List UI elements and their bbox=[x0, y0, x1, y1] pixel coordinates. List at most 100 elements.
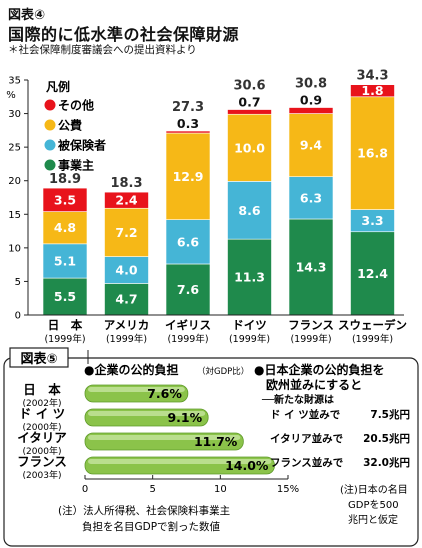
legend-label: 事業主 bbox=[58, 158, 94, 173]
legend-swatch bbox=[44, 119, 56, 131]
segment-value-label: 6.6 bbox=[177, 234, 199, 249]
bar-total-label: 18.3 bbox=[110, 176, 142, 191]
segment-value-label: 5.5 bbox=[54, 289, 76, 304]
category-label: アメリカ bbox=[104, 318, 149, 332]
bar-total-label: 30.8 bbox=[295, 77, 327, 92]
chart-title: 国際的に低水準の社会保障財源 bbox=[8, 25, 240, 44]
bar-segment bbox=[288, 176, 334, 220]
y-tick-label: 5 bbox=[15, 277, 21, 288]
hbar-value-label: 9.1% bbox=[167, 410, 202, 425]
bar-total-label: 30.6 bbox=[233, 79, 265, 94]
row-country-label: イタリア bbox=[17, 430, 67, 445]
segment-value-label: 12.9 bbox=[173, 169, 204, 184]
heading-left: ●企業の公的負担 bbox=[84, 362, 178, 377]
note-right-line2: GDPを500 bbox=[348, 499, 399, 511]
heading-right-line1: ●日本企業の公的負担を bbox=[254, 362, 384, 377]
row-country-label: 日 本 bbox=[23, 382, 61, 397]
category-label: スウェーデン bbox=[338, 318, 407, 332]
x-tick-label: 0 bbox=[82, 484, 88, 495]
segment-value-label: 7.2 bbox=[115, 225, 137, 240]
bar-segment bbox=[165, 263, 211, 316]
y-tick-label: 10 bbox=[8, 243, 21, 254]
x-tick-label: 10 bbox=[214, 484, 227, 495]
bar-segment bbox=[227, 109, 272, 115]
legend-title: 凡例 bbox=[46, 79, 70, 94]
bar-total-label: 27.3 bbox=[172, 100, 204, 115]
category-year-label: (1999年) bbox=[290, 333, 331, 345]
bar-total-label: 34.3 bbox=[356, 69, 388, 84]
note-right-line3: 兆円と仮定 bbox=[348, 513, 398, 526]
legend-swatch bbox=[44, 139, 56, 151]
bar-segment bbox=[165, 132, 211, 220]
heading-right-sub: ──新たな財源は bbox=[261, 393, 334, 406]
bar-segment bbox=[288, 107, 334, 114]
y-tick-label: 15 bbox=[8, 210, 21, 221]
y-tick-label: 20 bbox=[8, 176, 21, 187]
segment-value-label: 16.8 bbox=[357, 146, 388, 161]
hbar-value-label: 7.6% bbox=[147, 386, 182, 401]
row-year-label: (2003年) bbox=[23, 469, 62, 481]
hbar-highlight bbox=[88, 435, 241, 440]
segment-value-label: 6.3 bbox=[300, 190, 322, 205]
bar-segment bbox=[350, 96, 395, 210]
category-year-label: (1999年) bbox=[44, 333, 85, 345]
note-right-line1: (注)日本の名目 bbox=[340, 483, 408, 496]
source-note: ＊社会保障制度審議会への提出資料より bbox=[8, 44, 197, 56]
segment-value-label: 2.4 bbox=[115, 193, 137, 208]
legend-swatch bbox=[44, 99, 56, 111]
category-year-label: (1999年) bbox=[167, 333, 208, 345]
bar-segment bbox=[42, 187, 88, 212]
y-tick-label: 35 bbox=[8, 76, 21, 87]
category-label: イギリス bbox=[165, 318, 211, 332]
heading-left-note: （対GDP比） bbox=[197, 366, 249, 377]
bar-segment bbox=[288, 113, 334, 177]
y-tick-label: 30 bbox=[8, 109, 21, 120]
category-label: ドイツ bbox=[232, 318, 267, 332]
segment-value-label: 4.0 bbox=[115, 263, 137, 278]
legend-label: その他 bbox=[58, 98, 94, 113]
bar-total-label: 18.9 bbox=[49, 172, 81, 187]
new-funds-label: イタリア並みで bbox=[270, 432, 344, 445]
y-tick-label: 0 bbox=[15, 311, 21, 322]
segment-value-label: 1.8 bbox=[361, 83, 383, 98]
note-left-line1: (注）法人所得税、社会保険料事業主 bbox=[58, 504, 230, 517]
bar-segment bbox=[42, 211, 88, 245]
figure5-frame bbox=[3, 357, 419, 547]
hbar-highlight bbox=[88, 387, 185, 392]
segment-value-label: 10.0 bbox=[234, 140, 265, 155]
category-year-label: (1999年) bbox=[229, 333, 270, 345]
bar-segment bbox=[227, 238, 272, 316]
segment-value-label: 3.3 bbox=[361, 213, 383, 228]
figure4-tag: 図表④ bbox=[8, 8, 46, 23]
segment-value-label: 4.7 bbox=[115, 292, 137, 307]
hbar-highlight bbox=[88, 459, 272, 464]
segment-value-label: 4.8 bbox=[54, 220, 76, 235]
category-label: 日 本 bbox=[48, 318, 83, 332]
row-year-label: (2000年) bbox=[23, 445, 62, 457]
y-unit-label: % bbox=[6, 90, 16, 101]
note-left-line2: 負担を名目GDPで割った数値 bbox=[82, 520, 221, 533]
segment-value-label: 9.4 bbox=[300, 138, 322, 153]
segment-value-label: 0.9 bbox=[300, 93, 322, 108]
new-funds-label: ド イ ツ並みで bbox=[270, 408, 341, 421]
bar-segment bbox=[165, 130, 211, 134]
new-funds-amount: 20.5兆円 bbox=[363, 432, 410, 445]
x-tick-label: 5 bbox=[149, 484, 155, 495]
segment-value-label: 0.7 bbox=[238, 95, 260, 110]
bar-segment bbox=[165, 219, 211, 265]
row-country-label: フランス bbox=[17, 454, 67, 469]
bar-segment bbox=[227, 113, 272, 182]
bar-segment bbox=[104, 283, 149, 316]
segment-value-label: 11.3 bbox=[234, 270, 265, 285]
bar-segment bbox=[42, 277, 88, 316]
legend-label: 被保険者 bbox=[58, 138, 106, 153]
hbar-highlight bbox=[88, 411, 206, 416]
segment-value-label: 5.1 bbox=[54, 253, 76, 268]
legend-swatch bbox=[44, 159, 56, 171]
x-tick-label: 15% bbox=[277, 484, 299, 495]
bar-segment bbox=[227, 181, 272, 240]
category-year-label: (1999年) bbox=[106, 333, 147, 345]
row-year-label: (2002年) bbox=[23, 397, 62, 409]
segment-value-label: 7.6 bbox=[177, 282, 199, 297]
